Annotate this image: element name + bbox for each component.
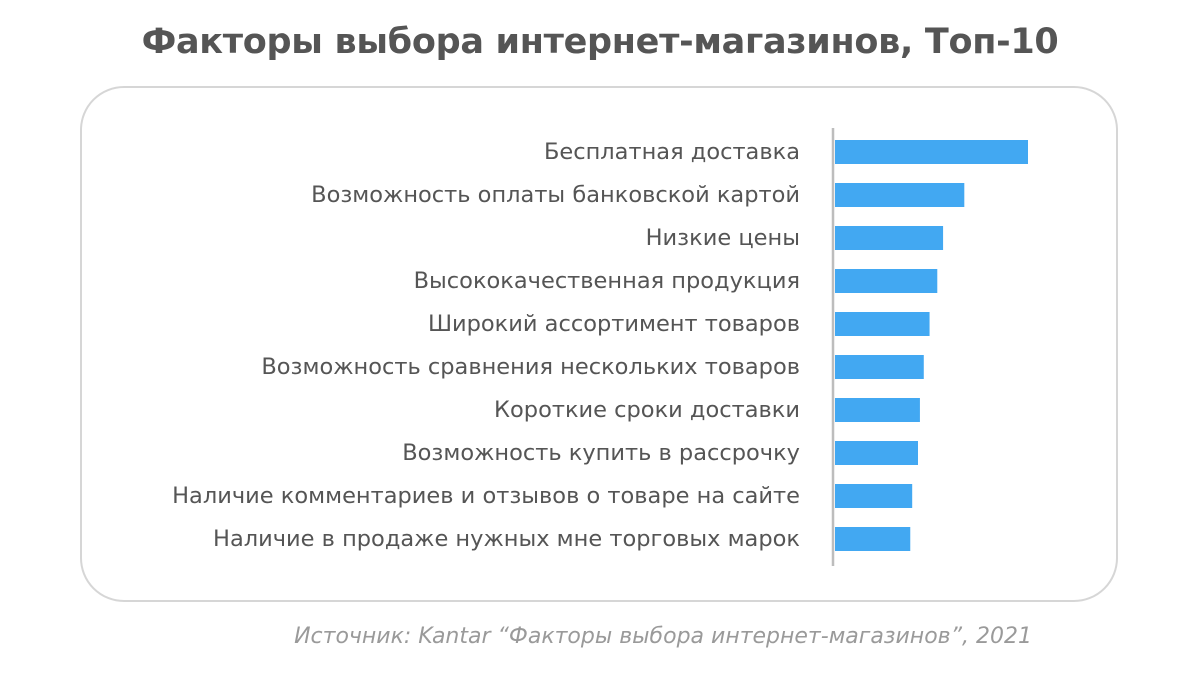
- bar-9: [835, 484, 913, 508]
- source-note: Источник: Kantar “Факторы выбора интерне…: [294, 624, 1032, 649]
- category-label-10: Наличие в продаже нужных мне торговых ма…: [213, 526, 800, 552]
- bar-8: [835, 441, 918, 465]
- bar-10: [835, 527, 911, 551]
- bar-5: [835, 312, 930, 336]
- chart-panel: [80, 86, 1118, 602]
- category-label-6: Возможность сравнения нескольких товаров: [261, 354, 800, 380]
- bar-1: [835, 140, 1028, 164]
- category-label-8: Возможность купить в рассрочку: [402, 440, 800, 466]
- category-label-4: Высококачественная продукция: [414, 268, 800, 294]
- bars: [835, 140, 1028, 551]
- bar-6: [835, 355, 924, 379]
- category-label-7: Короткие сроки доставки: [494, 397, 800, 423]
- category-label-5: Широкий ассортимент товаров: [428, 311, 800, 337]
- bar-4: [835, 269, 938, 293]
- category-label-2: Возможность оплаты банковской картой: [311, 182, 800, 208]
- category-label-9: Наличие комментариев и отзывов о товаре …: [172, 483, 800, 509]
- chart-title: Факторы выбора интернет-магазинов, Топ-1…: [141, 22, 1059, 62]
- bar-2: [835, 183, 965, 207]
- category-label-1: Бесплатная доставка: [544, 139, 800, 165]
- category-label-3: Низкие цены: [646, 225, 800, 251]
- category-labels: Бесплатная доставка Возможность оплаты ба…: [172, 139, 800, 552]
- bar-7: [835, 398, 920, 422]
- bar-3: [835, 226, 944, 250]
